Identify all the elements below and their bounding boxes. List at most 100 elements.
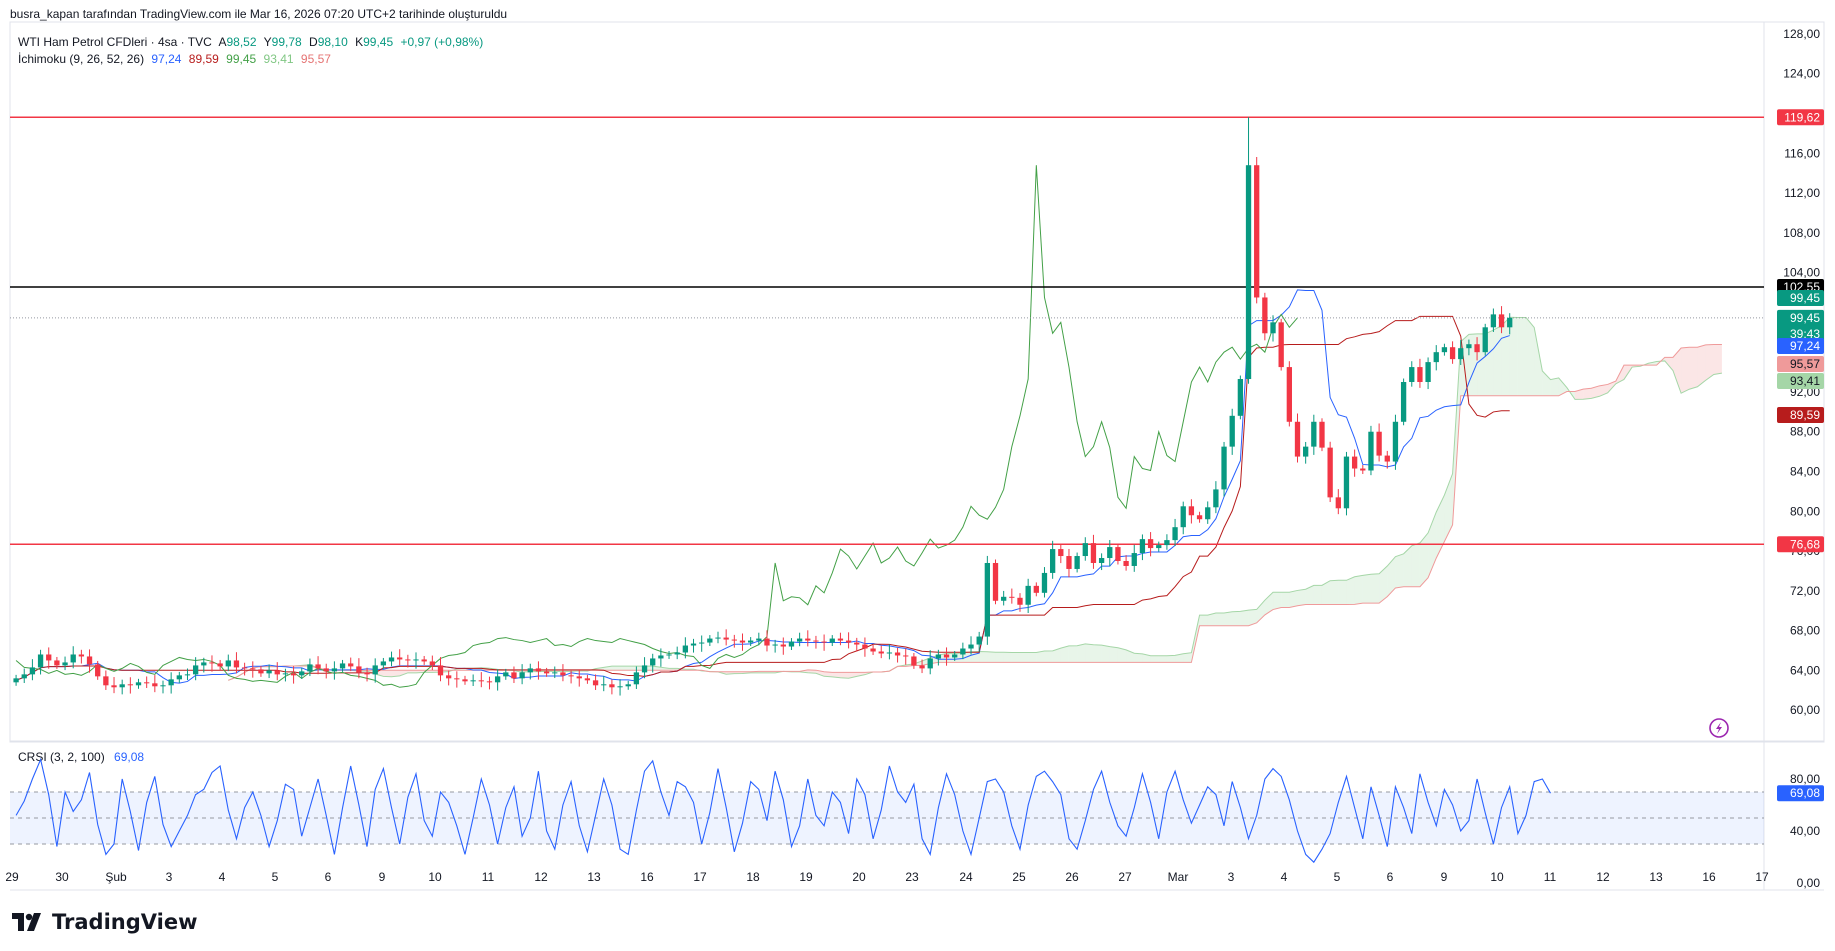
- candle: [315, 656, 321, 675]
- candle: [13, 674, 19, 686]
- candle-body: [29, 667, 36, 675]
- cloud-segment: [1036, 651, 1045, 663]
- candle: [919, 659, 925, 674]
- time-axis-label: 12: [1596, 870, 1610, 884]
- candle-body: [511, 672, 517, 679]
- candle-body: [397, 657, 403, 660]
- cloud-segment: [383, 670, 392, 677]
- candle: [413, 652, 419, 669]
- chart-attribution: busra_kapan tarafından TradingView.com i…: [10, 7, 508, 21]
- candle: [119, 679, 125, 695]
- horizontal-lines[interactable]: [10, 116, 1764, 546]
- candle: [723, 629, 729, 646]
- candle-body: [413, 659, 419, 661]
- candle-body: [1147, 539, 1154, 549]
- candle: [715, 631, 721, 644]
- candle-body: [682, 645, 689, 653]
- candle-body: [1441, 347, 1448, 353]
- candle-body: [1058, 549, 1064, 557]
- cloud-segment: [1191, 615, 1200, 663]
- candle-body: [437, 665, 444, 676]
- candle-body: [1139, 539, 1146, 554]
- candle: [543, 667, 550, 677]
- price-axis-label: 88,00: [1790, 425, 1820, 439]
- cloud-segment: [1403, 545, 1412, 587]
- candle: [862, 637, 868, 657]
- flash-icon[interactable]: [1709, 718, 1729, 738]
- candle: [1262, 292, 1268, 341]
- candle: [127, 677, 134, 694]
- time-axis-label: 5: [272, 870, 279, 884]
- candle-body: [666, 654, 672, 656]
- candle-body: [576, 676, 582, 679]
- cloud-segment: [1526, 317, 1535, 396]
- candle: [650, 653, 656, 673]
- crsi-pane[interactable]: 80,00 40,00 0,00 69,08: [10, 757, 1824, 891]
- candle-body: [952, 654, 958, 658]
- candle: [601, 676, 607, 692]
- cloud-segment: [1297, 589, 1306, 606]
- candle: [437, 657, 444, 682]
- candle: [1458, 339, 1464, 365]
- candle: [674, 646, 680, 660]
- tradingview-logo[interactable]: TradingView: [12, 910, 197, 934]
- candle: [1449, 341, 1456, 364]
- candle-body: [650, 658, 656, 666]
- candle-body: [1180, 506, 1186, 528]
- symbol-legend[interactable]: WTI Ham Petrol CFDleri · 4sa · TVC A98,5…: [18, 35, 487, 49]
- cloud-segment: [1558, 377, 1567, 396]
- candle-body: [552, 672, 558, 674]
- price-tags: 119,62102,5576,6899,4599,4539:4397,2495,…: [1777, 109, 1824, 553]
- candle: [625, 680, 631, 690]
- crsi-axis-label: 80,00: [1790, 772, 1820, 786]
- candle-body: [739, 640, 746, 643]
- ichimoku-cloud: [228, 317, 1722, 681]
- time-axis-label: 20: [852, 870, 866, 884]
- price-chart[interactable]: 128,00124,00116,00112,00108,00104,0076,0…: [0, 0, 1835, 900]
- candle-body: [1123, 561, 1129, 566]
- cloud-segment: [620, 666, 629, 671]
- candle: [478, 672, 484, 688]
- candle: [364, 667, 370, 682]
- cloud-segment: [1256, 600, 1265, 623]
- candle: [1441, 343, 1448, 356]
- candle: [1196, 511, 1203, 523]
- candle: [992, 559, 999, 605]
- candle: [1490, 308, 1497, 332]
- cloud-segment: [1003, 652, 1012, 663]
- candle-body: [144, 682, 150, 684]
- candle: [470, 674, 476, 687]
- candle-body: [46, 654, 52, 661]
- time-axis[interactable]: 29 30 Şub 3 4 5 6 9 10 11 12 13 16 17 18 19 20 23 24 25 26 27…: [5, 870, 1769, 884]
- candles[interactable]: [13, 117, 1513, 696]
- candle-body: [756, 638, 762, 641]
- candle: [1131, 544, 1137, 572]
- cloud-segment: [1011, 652, 1020, 663]
- cloud-segment: [1117, 647, 1127, 663]
- candle: [837, 632, 844, 646]
- cloud-segment: [1550, 377, 1559, 396]
- candle-body: [380, 661, 387, 666]
- cloud-segment: [1501, 317, 1510, 396]
- cloud-segment: [1713, 344, 1722, 375]
- spanb-price-tag: 95,57: [1790, 357, 1820, 371]
- candle: [397, 649, 403, 666]
- candle-body: [266, 670, 272, 674]
- candle-body: [878, 651, 884, 654]
- candle-body: [674, 652, 680, 655]
- candle: [1417, 358, 1423, 388]
- price-axis[interactable]: 128,00124,00116,00112,00108,00104,0076,0…: [1783, 27, 1820, 717]
- candle-body: [1049, 549, 1056, 573]
- time-axis-label: 17: [693, 870, 707, 884]
- time-axis-label: 29: [5, 870, 19, 884]
- candle-body: [13, 678, 19, 683]
- spana-price-tag-bg: [1777, 373, 1824, 389]
- candle-body: [1474, 344, 1480, 353]
- ichimoku-legend[interactable]: İchimoku (9, 26, 52, 26) 97,24 89,59 99,…: [18, 52, 335, 66]
- candle: [446, 670, 452, 686]
- candle-body: [1082, 543, 1088, 557]
- candle-body: [813, 640, 819, 642]
- cloud-segment: [1534, 327, 1543, 396]
- candle: [658, 648, 664, 667]
- candle-body: [699, 642, 705, 644]
